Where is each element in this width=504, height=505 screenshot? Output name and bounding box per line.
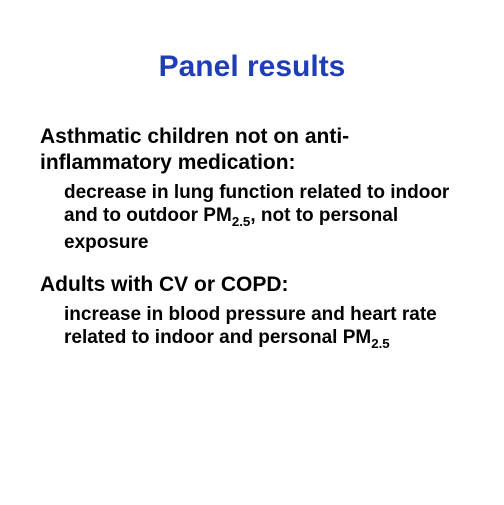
section-2: Adults with CV or COPD: increase in bloo… [40,272,464,352]
section-1-heading: Asthmatic children not on anti-inflammat… [40,124,464,177]
section-1-body: decrease in lung function related to ind… [64,181,464,255]
slide-title: Panel results [40,50,464,84]
section-2-body: increase in blood pressure and heart rat… [64,303,464,353]
section-1: Asthmatic children not on anti-inflammat… [40,124,464,254]
slide-container: Panel results Asthmatic children not on … [0,0,504,411]
section-2-heading: Adults with CV or COPD: [40,272,464,298]
section-2-body-sub: 2.5 [371,336,390,351]
section-1-body-sub: 2.5 [232,214,251,229]
